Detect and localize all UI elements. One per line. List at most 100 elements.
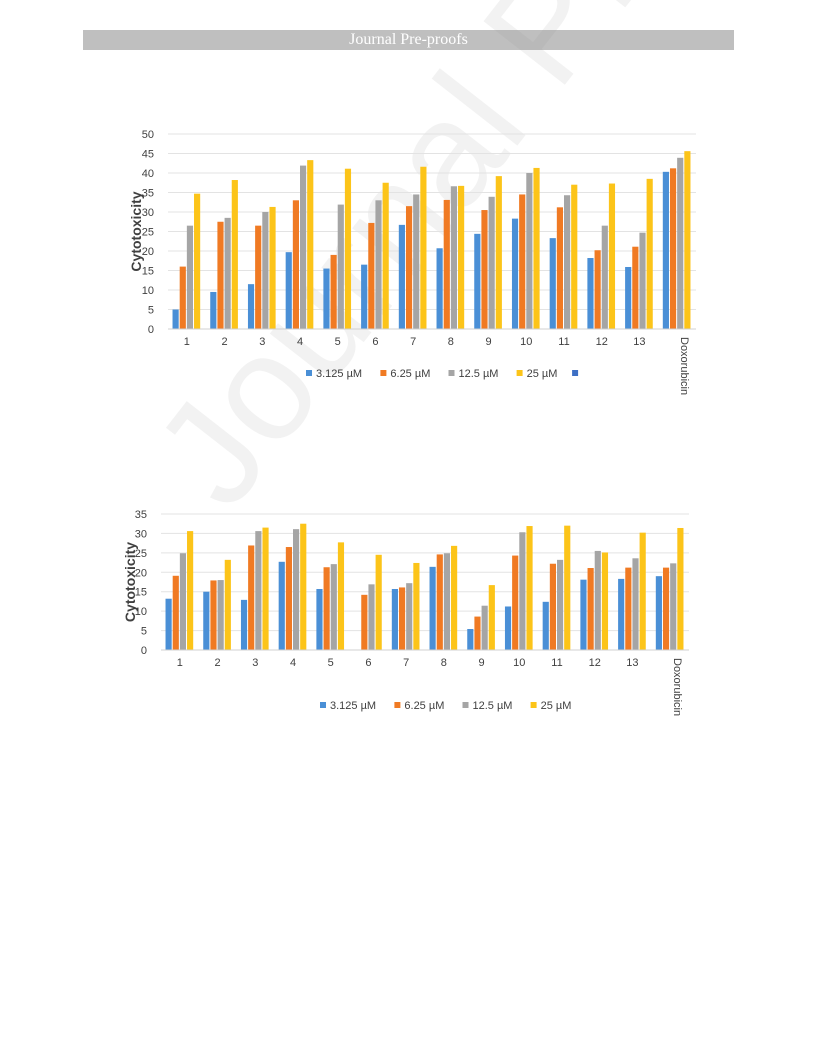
bar <box>330 564 337 650</box>
bar <box>420 166 427 329</box>
y-tick-label: 15 <box>135 587 147 599</box>
bar <box>262 527 269 650</box>
x-tick-label: 2 <box>215 657 221 669</box>
bar <box>429 566 436 650</box>
y-tick-label: 10 <box>135 606 147 618</box>
bar <box>669 168 677 329</box>
x-tick-label: 10 <box>513 657 525 669</box>
bar <box>655 576 662 650</box>
bar <box>285 547 292 650</box>
bar <box>639 532 646 650</box>
bar <box>625 266 632 329</box>
y-tick-label: 0 <box>148 324 154 336</box>
bar <box>262 212 269 329</box>
bar <box>625 567 632 650</box>
x-tick-label: 4 <box>290 657 296 669</box>
bar <box>677 527 684 650</box>
legend-swatch <box>530 702 537 708</box>
bar <box>405 206 413 329</box>
y-tick-label: 20 <box>142 246 154 258</box>
bar <box>217 580 224 650</box>
x-tick-label: 8 <box>441 657 447 669</box>
y-tick-label: 30 <box>142 207 154 219</box>
bar <box>549 238 556 329</box>
y-tick-label: 30 <box>135 528 147 540</box>
bar <box>512 555 519 650</box>
bar <box>285 252 292 329</box>
bar <box>580 579 587 650</box>
x-tick-label: 9 <box>486 336 492 348</box>
x-tick-label: 7 <box>410 336 416 348</box>
bar <box>556 207 563 329</box>
bar <box>179 266 186 329</box>
bar <box>172 309 179 329</box>
legend-swatch <box>380 370 387 376</box>
bar <box>323 268 330 329</box>
y-axis-label: Cytotoxicity <box>122 542 138 622</box>
bar <box>231 180 238 329</box>
y-tick-label: 20 <box>135 567 147 579</box>
bar <box>533 167 540 329</box>
legend-swatch <box>394 702 401 708</box>
cytotoxicity-chart-1: 0 5 10 15 20 25 30 35 40 45 50 Cytotoxicity 1 2 3 4 5 6 7 8… <box>0 115 816 405</box>
x-tick-label: 5 <box>328 657 334 669</box>
bar <box>504 606 512 650</box>
x-tick-label: 6 <box>372 336 378 348</box>
bar <box>382 182 389 329</box>
bar <box>481 605 488 650</box>
bar <box>247 284 255 329</box>
legend-swatch <box>462 702 469 708</box>
x-tick-label: 13 <box>626 657 638 669</box>
x-tick-label: 10 <box>520 336 532 348</box>
bar <box>391 588 398 650</box>
bar <box>594 550 601 650</box>
x-tick-label: 5 <box>335 336 341 348</box>
bar <box>564 195 571 329</box>
bar <box>368 222 375 329</box>
bar <box>519 194 526 329</box>
cytotoxicity-chart-2: 0 5 10 15 20 25 30 35 Cytotoxicity 1 2 3 4 5 6 7 8 9 10 11 1… <box>0 498 816 728</box>
bar <box>300 165 307 329</box>
bar <box>398 224 405 329</box>
y-tick-label: 10 <box>142 285 154 297</box>
bar <box>549 563 556 650</box>
bar <box>519 532 526 650</box>
bar <box>186 225 194 329</box>
legend-label: 6.25 µM <box>404 700 444 712</box>
bar <box>344 168 352 329</box>
legend-swatch <box>448 370 455 376</box>
x-tick-label: Doxorubicin <box>671 658 683 716</box>
x-tick-label: 6 <box>365 657 371 669</box>
bar <box>587 568 594 650</box>
bar <box>194 193 201 329</box>
bar <box>526 173 533 329</box>
y-tick-label: 5 <box>148 305 154 317</box>
bar <box>571 184 578 329</box>
bar <box>217 221 224 329</box>
bar <box>587 258 594 329</box>
bar <box>413 194 420 329</box>
x-tick-label: 3 <box>252 657 258 669</box>
bar <box>337 542 345 650</box>
x-tick-label: 11 <box>551 657 562 669</box>
bar <box>293 529 300 650</box>
bar <box>179 553 187 650</box>
bar <box>269 206 276 329</box>
legend-label: 12.5 µM <box>459 368 499 380</box>
x-tick-label: 11 <box>558 336 569 348</box>
bar <box>292 200 299 329</box>
bar <box>307 160 314 329</box>
y-tick-label: 45 <box>142 149 154 161</box>
bar <box>677 157 684 329</box>
y-tick-label: 35 <box>135 509 147 521</box>
bar <box>443 553 451 650</box>
bar <box>467 629 474 650</box>
bar <box>542 601 549 650</box>
bar <box>526 526 533 650</box>
legend-label: 12.5 µM <box>473 700 513 712</box>
bar <box>511 218 519 329</box>
bar <box>375 200 382 329</box>
bar <box>316 588 323 650</box>
x-tick-label: 13 <box>633 336 645 348</box>
x-tick-label: 9 <box>479 657 485 669</box>
